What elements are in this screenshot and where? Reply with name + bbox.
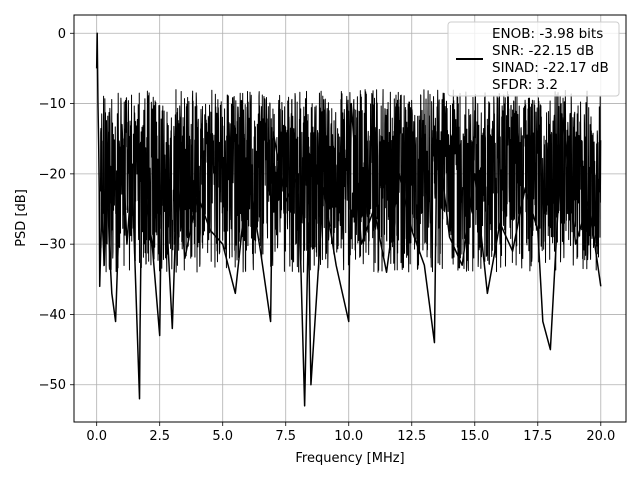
x-tick-label: 0.0 [86,429,107,444]
legend-line-3: SINAD: -22.17 dB [492,60,609,76]
x-tick-label: 17.5 [523,429,552,444]
x-tick-label: 15.0 [460,429,489,444]
legend-line-2: SNR: -22.15 dB [492,43,594,59]
x-tick-label: 2.5 [149,429,170,444]
y-tick-label: −30 [39,238,66,253]
x-tick-label: 5.0 [212,429,233,444]
y-tick-label: 0 [58,27,66,42]
y-tick-label: −50 [39,378,66,393]
plot-series [95,32,602,407]
y-axis-label: PSD [dB] [14,189,29,247]
x-tick-label: 20.0 [586,429,615,444]
x-axis-label: Frequency [MHz] [295,451,404,466]
legend-box [447,21,620,97]
y-tick-label: −40 [39,308,66,323]
x-tick-label: 7.5 [275,429,296,444]
psd-series-line [95,32,602,407]
legend-line-1: ENOB: -3.98 bits [492,26,603,42]
legend-line-4: SFDR: 3.2 [492,77,558,93]
x-tick-label: 12.5 [397,429,426,444]
plot-frame [73,14,627,423]
ticks: 0.0 2.5 5.0 7.5 10.0 12.5 15.0 17.5 20.0 0 −10 −20 −… [39,27,616,444]
x-tick-label: 10.0 [334,429,363,444]
y-tick-label: −20 [39,167,66,182]
legend: ENOB: -3.98 bits SNR: -22.15 dB SINAD: -… [447,21,620,97]
y-tick-label: −10 [39,97,66,112]
